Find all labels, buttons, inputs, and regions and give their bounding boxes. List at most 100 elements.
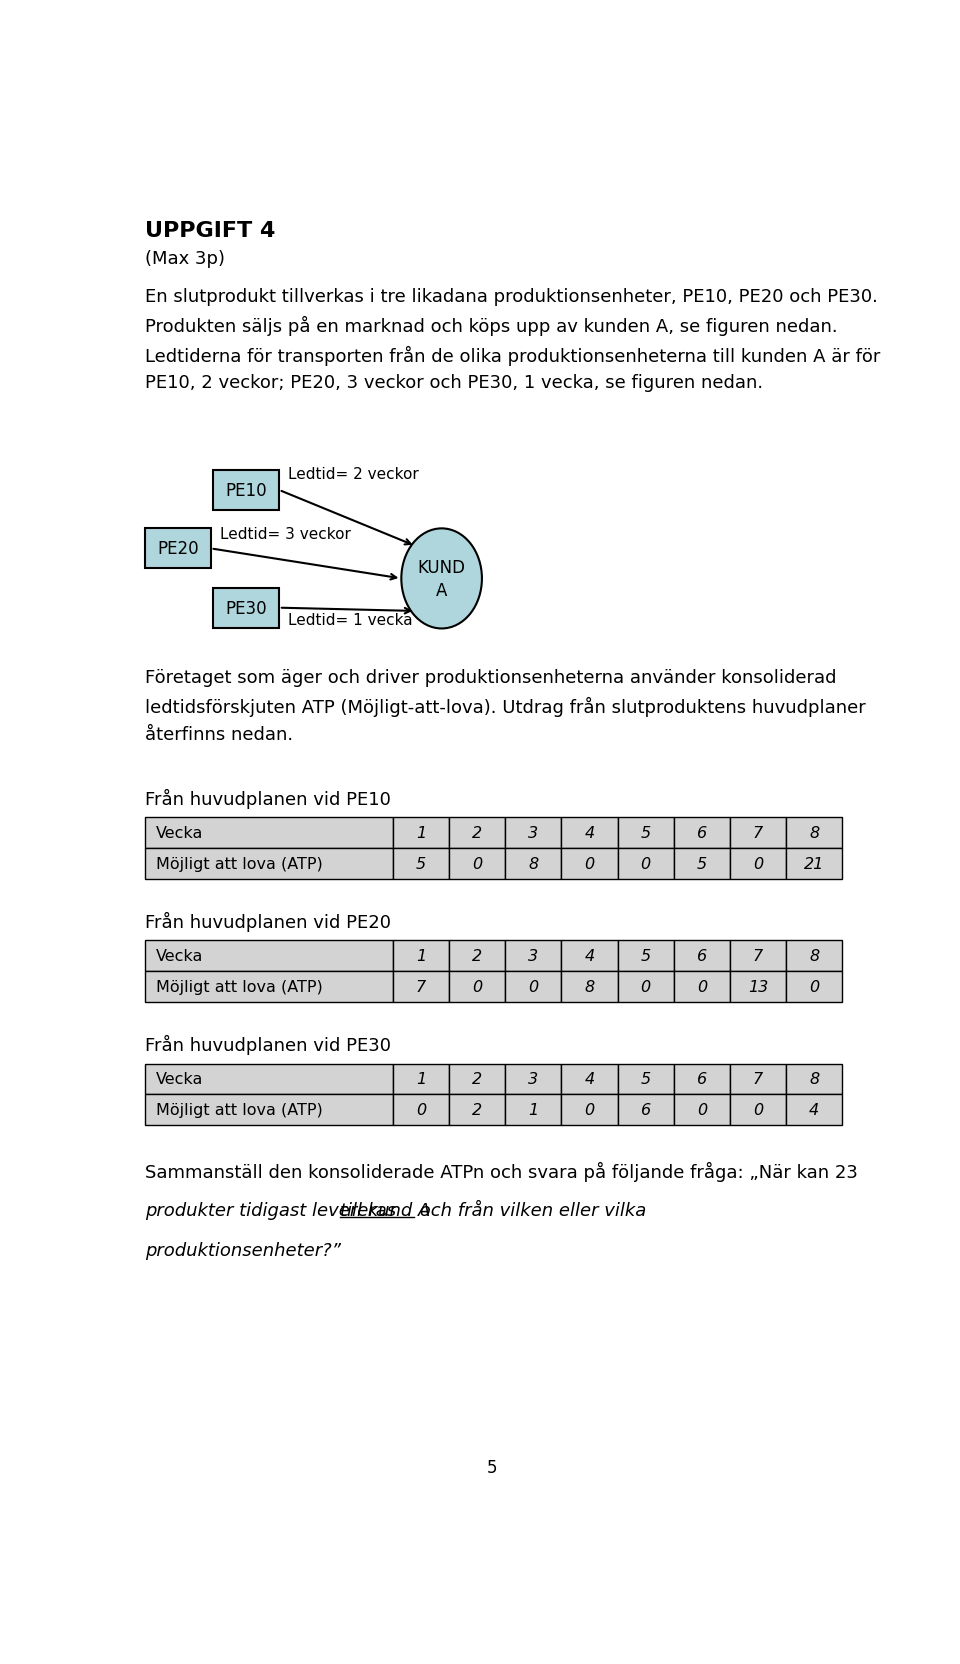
Text: (Max 3p): (Max 3p): [145, 250, 225, 268]
Text: 1: 1: [528, 1103, 539, 1118]
Text: 8: 8: [809, 948, 819, 963]
Text: 5: 5: [640, 825, 651, 840]
Text: 7: 7: [753, 948, 763, 963]
FancyBboxPatch shape: [213, 589, 278, 629]
Bar: [562, 972, 617, 1002]
Text: 0: 0: [416, 1103, 426, 1118]
Text: 4: 4: [585, 948, 594, 963]
Text: 1: 1: [416, 1072, 426, 1087]
Text: 2: 2: [472, 825, 482, 840]
Text: 0: 0: [697, 980, 707, 995]
Bar: [505, 940, 562, 972]
Text: 3: 3: [528, 1072, 539, 1087]
Text: 5: 5: [487, 1458, 497, 1476]
Bar: [562, 817, 617, 849]
Bar: [505, 972, 562, 1002]
Text: 6: 6: [697, 825, 707, 840]
Bar: [145, 1063, 393, 1095]
Bar: [730, 1095, 786, 1125]
Bar: [786, 817, 842, 849]
Text: KUND
A: KUND A: [418, 559, 466, 599]
Text: och från vilken eller vilka: och från vilken eller vilka: [415, 1201, 647, 1220]
Text: Möjligt att lova (ATP): Möjligt att lova (ATP): [156, 1103, 323, 1118]
Bar: [393, 817, 449, 849]
Bar: [786, 1063, 842, 1095]
Bar: [562, 1063, 617, 1095]
Bar: [730, 1063, 786, 1095]
Text: Sammanställ den konsoliderade ATPn och svara på följande fråga: „När kan 23: Sammanställ den konsoliderade ATPn och s…: [145, 1161, 857, 1181]
Text: 0: 0: [585, 857, 594, 872]
Text: 8: 8: [809, 825, 819, 840]
Bar: [449, 1095, 505, 1125]
Text: 0: 0: [640, 980, 651, 995]
Bar: [393, 1063, 449, 1095]
Text: till kund A: till kund A: [341, 1201, 431, 1220]
Text: 0: 0: [753, 857, 763, 872]
Text: 2: 2: [472, 1103, 482, 1118]
Text: 7: 7: [753, 825, 763, 840]
Text: 4: 4: [585, 1072, 594, 1087]
Text: 5: 5: [697, 857, 707, 872]
Text: Vecka: Vecka: [156, 1072, 203, 1087]
Bar: [145, 849, 393, 879]
Bar: [145, 972, 393, 1002]
FancyBboxPatch shape: [145, 529, 210, 569]
Bar: [562, 940, 617, 972]
Text: Från huvudplanen vid PE20: Från huvudplanen vid PE20: [145, 912, 391, 932]
Text: Vecka: Vecka: [156, 948, 203, 963]
Text: Företaget som äger och driver produktionsenheterna använder konsoliderad
ledtids: Företaget som äger och driver produktion…: [145, 669, 866, 744]
Text: 7: 7: [416, 980, 426, 995]
Text: 8: 8: [809, 1072, 819, 1087]
Text: 4: 4: [809, 1103, 819, 1118]
Bar: [449, 1063, 505, 1095]
Bar: [449, 972, 505, 1002]
Text: 8: 8: [528, 857, 539, 872]
Text: Från huvudplanen vid PE30: Från huvudplanen vid PE30: [145, 1035, 391, 1055]
Text: 2: 2: [472, 948, 482, 963]
Text: PE30: PE30: [226, 599, 267, 617]
Text: PE20: PE20: [156, 541, 199, 557]
Bar: [674, 940, 730, 972]
Text: 0: 0: [472, 980, 482, 995]
Bar: [674, 817, 730, 849]
Bar: [617, 849, 674, 879]
Text: 1: 1: [416, 825, 426, 840]
Bar: [730, 817, 786, 849]
Text: PE10: PE10: [226, 481, 267, 499]
Text: 5: 5: [640, 948, 651, 963]
Bar: [674, 1063, 730, 1095]
Text: produkter tidigast levereras: produkter tidigast levereras: [145, 1201, 401, 1220]
Text: 3: 3: [528, 825, 539, 840]
Bar: [617, 1095, 674, 1125]
Bar: [674, 1095, 730, 1125]
Text: Ledtid= 2 veckor: Ledtid= 2 veckor: [288, 466, 419, 481]
Text: produktionsenheter?”: produktionsenheter?”: [145, 1241, 341, 1260]
Text: Ledtid= 3 veckor: Ledtid= 3 veckor: [220, 526, 350, 541]
Text: Möjligt att lova (ATP): Möjligt att lova (ATP): [156, 980, 323, 995]
Text: 0: 0: [809, 980, 819, 995]
Bar: [730, 849, 786, 879]
Text: 0: 0: [528, 980, 539, 995]
Bar: [449, 940, 505, 972]
Text: 6: 6: [697, 1072, 707, 1087]
Text: 0: 0: [472, 857, 482, 872]
FancyBboxPatch shape: [213, 471, 278, 511]
Bar: [145, 940, 393, 972]
Bar: [617, 940, 674, 972]
Text: 6: 6: [640, 1103, 651, 1118]
Bar: [786, 972, 842, 1002]
Bar: [674, 849, 730, 879]
Text: 0: 0: [753, 1103, 763, 1118]
Text: 21: 21: [804, 857, 825, 872]
Text: 5: 5: [416, 857, 426, 872]
Text: 0: 0: [640, 857, 651, 872]
Text: 4: 4: [585, 825, 594, 840]
Text: 7: 7: [753, 1072, 763, 1087]
Bar: [505, 1063, 562, 1095]
Ellipse shape: [401, 529, 482, 629]
Bar: [393, 849, 449, 879]
Text: UPPGIFT 4: UPPGIFT 4: [145, 221, 276, 241]
Text: 0: 0: [585, 1103, 594, 1118]
Bar: [393, 1095, 449, 1125]
Bar: [617, 1063, 674, 1095]
